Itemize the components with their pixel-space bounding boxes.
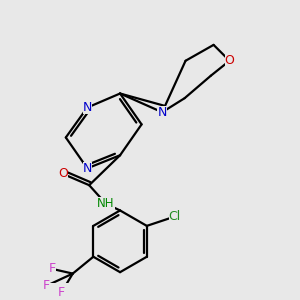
Text: O: O (225, 54, 234, 67)
Text: N: N (82, 162, 92, 175)
Text: N: N (158, 106, 167, 119)
Text: F: F (43, 279, 50, 292)
Text: F: F (58, 286, 65, 299)
Text: F: F (49, 262, 56, 275)
Text: Cl: Cl (169, 210, 181, 223)
Text: N: N (82, 101, 92, 114)
Text: O: O (58, 167, 68, 181)
Text: NH: NH (97, 197, 115, 210)
